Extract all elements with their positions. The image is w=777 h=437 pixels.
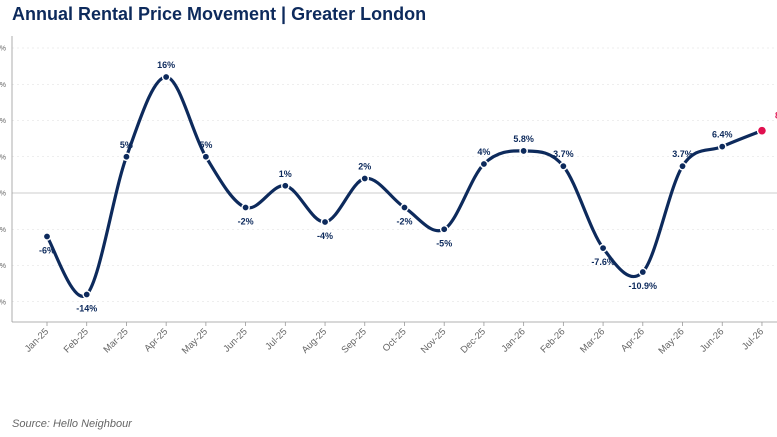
x-tick-label: Jan-26 — [499, 326, 527, 354]
x-tick-label: Aug-25 — [300, 326, 329, 355]
source-note: Source: Hello Neighbour — [12, 418, 132, 430]
x-tick-label: Apr-25 — [142, 326, 170, 354]
data-label: 5% — [199, 140, 212, 150]
x-tick-label: Jul-26 — [740, 326, 766, 352]
data-label: 6.4% — [712, 130, 733, 140]
data-point — [519, 146, 528, 156]
x-tick-label: May-26 — [656, 326, 686, 356]
x-tick-label: Oct-25 — [381, 326, 409, 354]
x-tick-label: May-25 — [180, 326, 210, 356]
data-label: 4% — [477, 147, 490, 157]
data-label: -14% — [76, 304, 97, 314]
y-tick-label: -5% — [0, 227, 6, 234]
data-label: -10.9% — [629, 281, 658, 291]
x-tick-label: Dec-25 — [459, 326, 488, 355]
data-point — [598, 243, 608, 253]
data-point — [122, 152, 131, 162]
data-label: 5.8% — [513, 134, 534, 144]
data-label: 5% — [120, 140, 133, 150]
data-label: -7.6% — [591, 257, 615, 267]
data-point — [559, 161, 568, 171]
data-point — [360, 174, 370, 183]
data-label: -2% — [238, 217, 254, 227]
data-point — [320, 217, 330, 227]
x-tick-label: Mar-25 — [102, 326, 131, 355]
x-tick-label: Jun-25 — [221, 326, 249, 354]
series-line — [45, 75, 764, 298]
y-tick-label: 10% — [0, 118, 6, 125]
data-point — [400, 203, 409, 212]
x-tick-label: Mar-26 — [578, 326, 607, 355]
y-tick-label: 5% — [0, 154, 6, 161]
data-label: -2% — [396, 217, 412, 227]
data-label: 3.7% — [553, 149, 574, 159]
data-point — [281, 181, 290, 191]
x-tick-label: Jul-25 — [263, 326, 289, 352]
data-label: -5% — [436, 238, 452, 248]
data-label: 8 — [775, 111, 777, 121]
data-label: 2% — [358, 162, 371, 172]
x-tick-label: Jun-26 — [698, 326, 726, 354]
x-tick-label: Feb-26 — [538, 326, 567, 355]
x-tick-label: Apr-26 — [619, 326, 647, 354]
data-point — [82, 290, 92, 299]
data-point — [241, 203, 250, 212]
x-tick-label: Sep-25 — [339, 326, 368, 355]
data-point — [678, 161, 687, 171]
data-point — [42, 232, 52, 241]
data-label: -6% — [39, 246, 55, 256]
data-label: 1% — [279, 169, 292, 179]
chart-title: Annual Rental Price Movement | Greater L… — [12, 4, 427, 24]
y-tick-label: -15% — [0, 299, 6, 306]
x-tick-label: Nov-25 — [419, 326, 448, 355]
y-tick-label: 15% — [0, 82, 6, 89]
latest-data-point — [756, 125, 768, 136]
data-point — [479, 159, 489, 169]
data-point — [439, 224, 449, 234]
data-point — [638, 267, 648, 277]
data-label: 3.7% — [672, 149, 693, 159]
y-tick-label: 20% — [0, 46, 6, 53]
data-label: -4% — [317, 231, 333, 241]
data-point — [201, 152, 211, 162]
data-label: 16% — [157, 60, 175, 70]
y-tick-label: -10% — [0, 263, 6, 270]
y-tick-label: 0% — [0, 191, 6, 198]
x-tick-label: Feb-25 — [62, 326, 91, 355]
data-point — [161, 72, 171, 82]
data-point — [717, 142, 727, 151]
x-tick-label: Jan-25 — [23, 326, 51, 354]
